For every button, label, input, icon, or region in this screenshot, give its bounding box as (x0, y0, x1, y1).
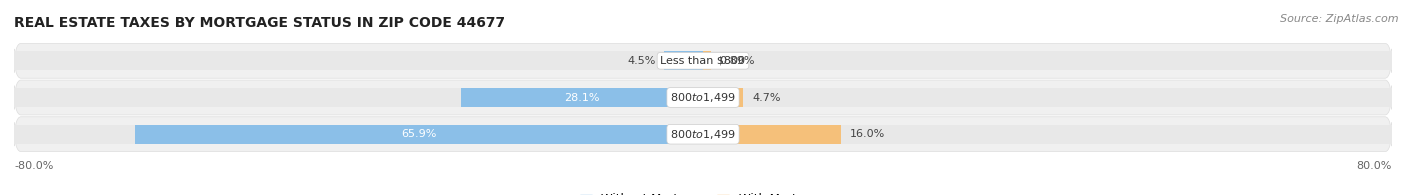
Legend: Without Mortgage, With Mortgage: Without Mortgage, With Mortgage (581, 193, 825, 195)
FancyBboxPatch shape (14, 117, 1392, 152)
FancyBboxPatch shape (14, 80, 1392, 115)
Text: 4.5%: 4.5% (627, 56, 655, 66)
Text: -80.0%: -80.0% (14, 161, 53, 171)
Bar (135, 125, 703, 144)
Bar (14, 51, 703, 70)
Text: Less than $800: Less than $800 (661, 56, 745, 66)
Text: 4.7%: 4.7% (752, 92, 780, 103)
Bar (664, 51, 703, 70)
Text: REAL ESTATE TAXES BY MORTGAGE STATUS IN ZIP CODE 44677: REAL ESTATE TAXES BY MORTGAGE STATUS IN … (14, 16, 505, 30)
Text: 16.0%: 16.0% (849, 129, 884, 139)
Text: 65.9%: 65.9% (402, 129, 437, 139)
Bar (703, 51, 1392, 70)
Text: $800 to $1,499: $800 to $1,499 (671, 91, 735, 104)
Text: Source: ZipAtlas.com: Source: ZipAtlas.com (1281, 14, 1399, 24)
Bar (703, 51, 710, 70)
Bar (14, 88, 703, 107)
Text: 0.89%: 0.89% (720, 56, 755, 66)
Bar (14, 125, 703, 144)
Text: 80.0%: 80.0% (1357, 161, 1392, 171)
FancyBboxPatch shape (14, 43, 1392, 78)
Bar (703, 125, 1392, 144)
Text: 28.1%: 28.1% (564, 92, 600, 103)
Text: $800 to $1,499: $800 to $1,499 (671, 128, 735, 141)
Bar (703, 88, 744, 107)
Bar (703, 125, 841, 144)
Bar (703, 88, 1392, 107)
Bar (461, 88, 703, 107)
